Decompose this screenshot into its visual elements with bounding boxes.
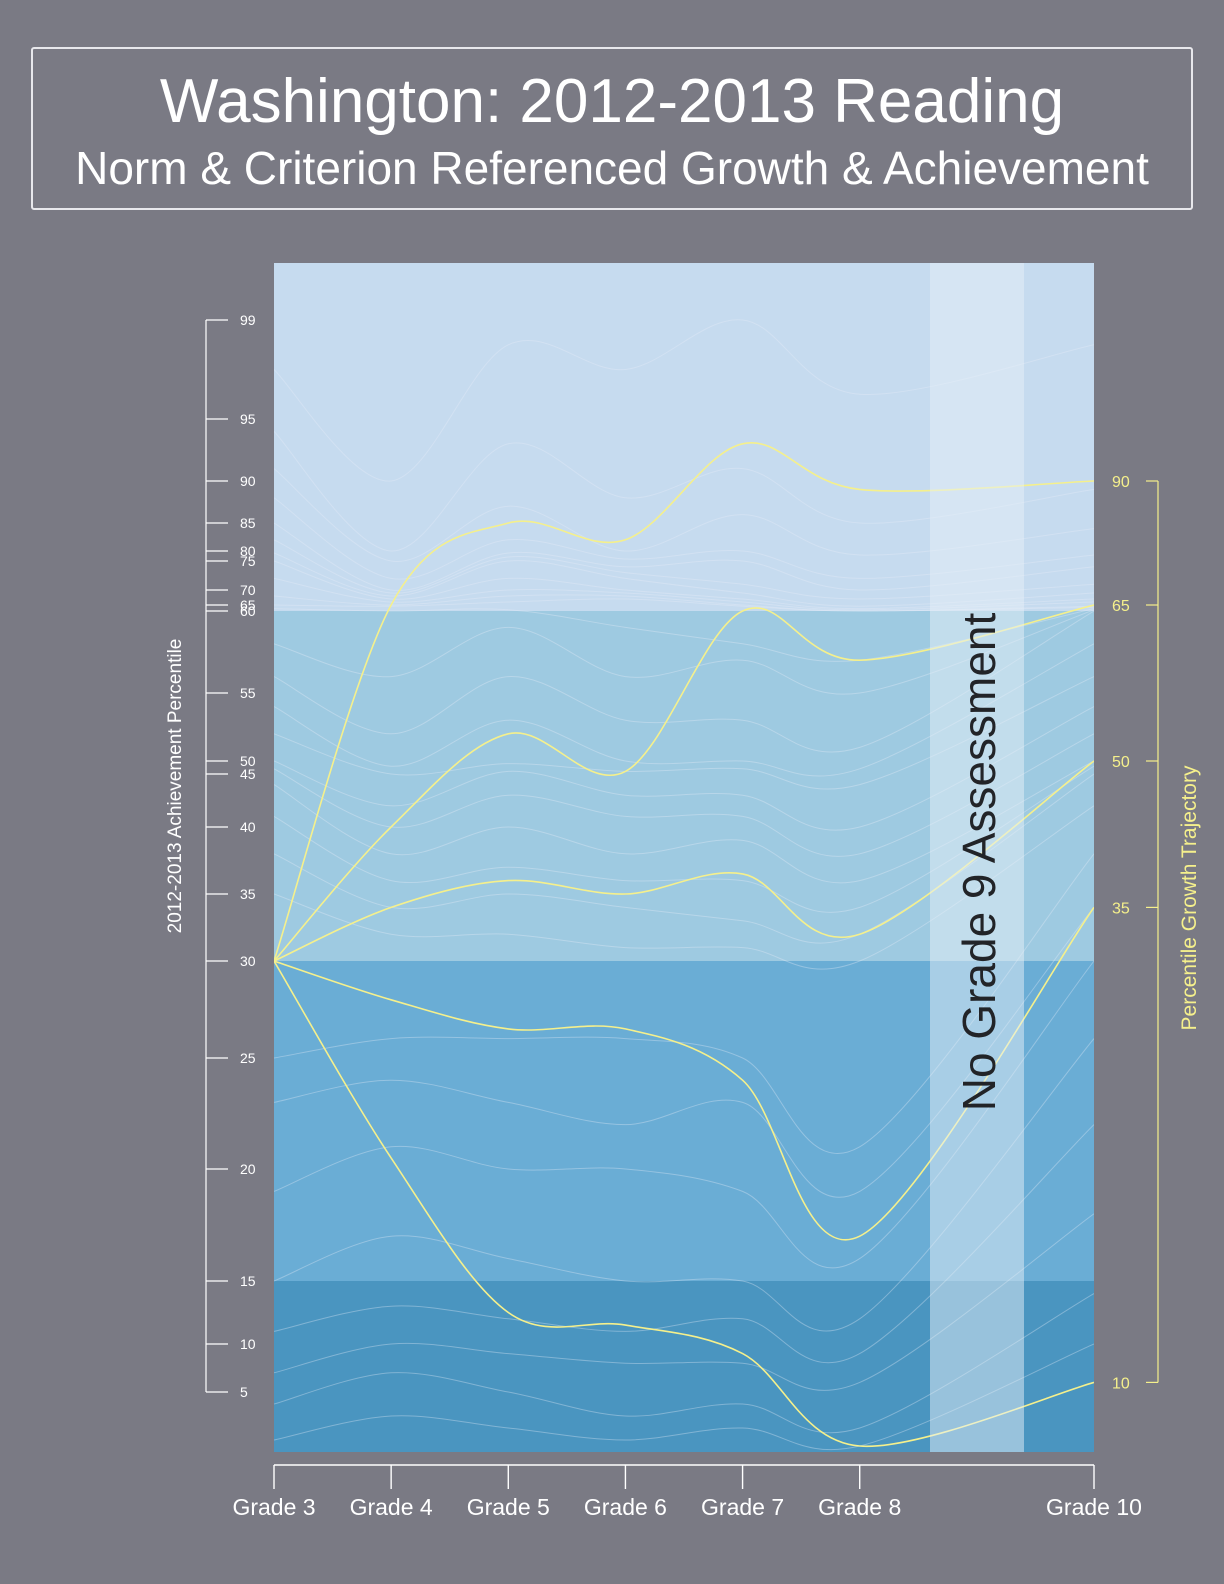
reference-line-0 [274, 319, 1094, 482]
reference-line-4 [274, 522, 1094, 591]
reference-line-3 [274, 497, 1094, 580]
left-tick-label-80: 80 [240, 543, 256, 559]
left-tick-label-5: 5 [240, 1384, 248, 1400]
reference-line-5 [274, 539, 1094, 600]
x-tick-label-1: Grade 4 [350, 1494, 433, 1520]
left-tick-label-85: 85 [240, 515, 256, 531]
reference-line-24 [274, 960, 1094, 1269]
left-tick-label-55: 55 [240, 685, 256, 701]
reference-line-27 [274, 1213, 1094, 1391]
x-tick-label-6: Grade 10 [1046, 1494, 1142, 1520]
trajectory-line-90 [274, 442, 1094, 962]
reference-line-23 [274, 907, 1094, 1198]
left-tick-label-20: 20 [240, 1161, 256, 1177]
reference-line-26 [274, 1124, 1094, 1364]
right-tick-label-90: 90 [1112, 474, 1130, 491]
left-tick-label-99: 99 [240, 312, 256, 328]
x-tick-label-3: Grade 6 [584, 1494, 667, 1520]
x-tick-label-4: Grade 7 [701, 1494, 784, 1520]
reference-line-2 [274, 468, 1094, 562]
right-tick-label-65: 65 [1112, 598, 1130, 615]
reference-line-1 [274, 431, 1094, 552]
trajectory-line-65 [274, 604, 1094, 962]
reference-line-28 [274, 1293, 1094, 1434]
trajectory-line-50 [274, 760, 1094, 962]
plot-lines [274, 319, 1094, 1451]
right-axis-label: Percentile Growth Trajectory [1178, 765, 1201, 1030]
x-tick-label-0: Grade 3 [232, 1494, 315, 1520]
left-tick-label-45: 45 [240, 766, 256, 782]
left-tick-label-90: 90 [240, 473, 256, 489]
reference-line-15 [274, 676, 1094, 790]
x-tick-label-2: Grade 5 [467, 1494, 550, 1520]
right-tick-label-50: 50 [1112, 754, 1130, 771]
left-tick-label-50: 50 [240, 753, 256, 769]
reference-line-6 [274, 552, 1094, 607]
title-box: Washington: 2012-2013 Reading Norm & Cri… [31, 47, 1193, 210]
reference-line-12 [274, 609, 1094, 695]
left-tick-label-15: 15 [240, 1273, 256, 1289]
left-tick-label-30: 30 [240, 953, 256, 969]
reference-line-29 [274, 1343, 1094, 1451]
no-grade-9-annotation: No Grade 9 Assessment [953, 613, 1005, 1112]
chart-title: Washington: 2012-2013 Reading [159, 67, 1065, 136]
reference-line-25 [274, 1038, 1094, 1332]
left-tick-label-65: 65 [240, 597, 256, 613]
reference-line-18 [274, 760, 1094, 884]
reference-line-19 [274, 765, 1094, 913]
left-tick-label-70: 70 [240, 582, 256, 598]
left-tick-label-25: 25 [240, 1050, 256, 1066]
reference-line-13 [274, 610, 1094, 753]
chart-subtitle: Norm & Criterion Referenced Growth & Ach… [75, 142, 1149, 194]
left-tick-label-75: 75 [240, 553, 256, 569]
left-tick-label-95: 95 [240, 411, 256, 427]
reference-line-16 [274, 706, 1094, 831]
no-assessment-band [930, 263, 1024, 1452]
left-tick-label-10: 10 [240, 1336, 256, 1352]
reference-line-8 [274, 577, 1094, 611]
left-axis-label: 2012-2013 Achievement Percentile [165, 639, 186, 934]
right-tick-label-10: 10 [1112, 1375, 1130, 1392]
reference-line-21 [274, 805, 1094, 970]
right-tick-label-35: 35 [1112, 900, 1130, 917]
trajectory-line-10 [274, 960, 1094, 1447]
left-tick-label-35: 35 [240, 886, 256, 902]
reference-line-7 [274, 560, 1094, 610]
reference-line-11 [274, 608, 1094, 662]
left-tick-label-40: 40 [240, 819, 256, 835]
left-tick-label-60: 60 [240, 603, 256, 619]
x-tick-label-5: Grade 8 [818, 1494, 901, 1520]
reference-line-22 [274, 853, 1094, 1155]
trajectory-line-35 [274, 906, 1094, 1241]
